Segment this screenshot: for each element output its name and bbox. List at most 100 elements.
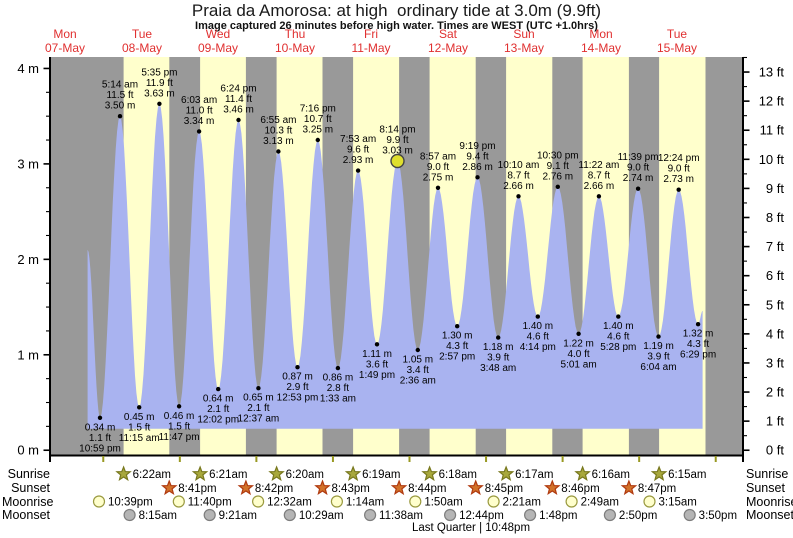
sunrise-row-label-left: Sunrise (7, 467, 50, 481)
tide-extreme-dot (516, 194, 521, 199)
tide-extreme-label: 0.86 m (323, 373, 354, 384)
moonrise-circle-icon (487, 495, 500, 508)
moonset-time: 3:50pm (699, 510, 737, 522)
left-axis-tick-label: 1 m (17, 347, 39, 362)
tide-extreme-label: 2.66 m (503, 181, 534, 192)
right-axis-tick-label: 8 ft (766, 210, 784, 225)
day-date: 14-May (580, 41, 621, 55)
day-name: Thu (284, 27, 306, 41)
left-axis-tick-label: 3 m (17, 156, 39, 171)
moonrise-time: 2:21am (503, 497, 541, 509)
right-axis-tick-label: 12 ft (759, 94, 785, 109)
tide-extreme-label: 1.40 m (603, 321, 634, 332)
tide-extreme-label: 1.40 m (523, 321, 554, 332)
tide-extreme-label: 2.66 m (584, 181, 615, 192)
left-axis-tick-label: 4 m (17, 61, 39, 76)
sunrise-time: 6:22am (133, 469, 171, 481)
tide-extreme-label: 9.9 ft (386, 135, 408, 146)
tide-extreme-dot (236, 117, 241, 123)
tide-extreme-label: 8:14 pm (379, 125, 415, 136)
sunset-time: 8:45pm (485, 483, 523, 495)
tide-extreme-label: 4:14 pm (520, 342, 556, 353)
right-axis-tick-label: 5 ft (766, 297, 784, 312)
tide-extreme-label: 3.34 m (184, 116, 215, 127)
tide-extreme-label: 2.9 ft (286, 382, 308, 393)
day-date: 10-May (274, 41, 315, 55)
right-axis-tick-label: 7 ft (766, 239, 784, 254)
tide-extreme-label: 11.4 ft (225, 94, 252, 105)
day-date: 07-May (44, 41, 85, 55)
tide-extreme-label: 3.63 m (144, 88, 175, 99)
day-label-08-May: Tue 08-May (102, 28, 182, 54)
page-title: Praia da Amorosa: at high ordinary tide … (191, 1, 602, 20)
tide-extreme-dot (555, 184, 560, 189)
moonrise-time: 12:32am (267, 497, 312, 509)
tide-extreme-label: 3.13 m (263, 136, 294, 147)
sunset-time: 8:47pm (638, 483, 676, 495)
tide-extreme-label: 3.6 ft (366, 359, 388, 370)
tide-extreme-label: 2.86 m (462, 162, 493, 173)
day-name: Sat (438, 27, 457, 41)
right-axis-tick-label: 1 ft (766, 414, 784, 429)
tide-extreme-dot (676, 187, 681, 192)
day-label-11-May: Fri 11-May (331, 28, 411, 54)
sunrise-star-icon (268, 465, 285, 482)
day-date: 08-May (121, 41, 162, 55)
sunset-star-icon (237, 479, 255, 496)
tide-extreme-label: 0.46 m (164, 411, 195, 422)
tide-extreme-dot (295, 365, 300, 370)
tide-extreme-dot (475, 175, 480, 180)
tide-extreme-label: 1.19 m (643, 341, 674, 352)
day-label-07-May: Mon 07-May (25, 28, 105, 54)
sunrise-star-icon (421, 465, 438, 482)
moonset-circle-icon (683, 508, 696, 522)
day-date: 12-May (427, 41, 468, 55)
tide-extreme-label: 9:19 pm (459, 141, 495, 152)
moonset-row-label-right: Moonset (746, 508, 793, 522)
moonrise-circle-icon (330, 495, 343, 508)
day-date: 13-May (503, 41, 544, 55)
day-date: 09-May (197, 41, 238, 55)
sunrise-time: 6:16am (592, 469, 630, 481)
tide-extreme-label: 4.0 ft (567, 349, 589, 360)
tide-extreme-label: 1.05 m (403, 355, 434, 366)
right-axis-tick-label: 3 ft (766, 355, 784, 370)
day-name: Wed (205, 27, 231, 41)
sunset-row-label-left: Sunset (11, 481, 50, 495)
tide-extreme-label: 2:57 pm (439, 352, 475, 363)
tide-extreme-label: 3.03 m (382, 146, 413, 157)
sunset-star-icon (467, 479, 484, 496)
tide-extreme-label: 2.1 ft (247, 403, 269, 414)
right-axis-tick-label: 2 ft (766, 385, 784, 400)
moonrise-circle-icon (92, 495, 106, 508)
sunrise-time: 6:21am (209, 469, 247, 481)
tide-extreme-label: 9.1 ft (547, 161, 569, 172)
tide-extreme-label: 11:22 am (578, 160, 619, 171)
right-axis-tick-label: 11 ft (760, 123, 785, 138)
moonrise-time: 1:50am (424, 497, 462, 509)
tide-extreme-label: 4.6 ft (527, 332, 549, 343)
tide-extreme-dot (216, 386, 221, 392)
moonrise-time: 2:49am (581, 497, 619, 509)
day-name: Fri (364, 27, 378, 41)
tide-extreme-label: 5:28 pm (600, 342, 636, 353)
tide-curve-area (87, 103, 703, 429)
moonrise-time: 10:39pm (108, 497, 153, 509)
tide-extreme-label: 12:02 pm (197, 415, 239, 426)
sunset-time: 8:44pm (408, 483, 446, 495)
tide-extreme-label: 10:30 pm (537, 150, 579, 161)
tide-extreme-label: 9.0 ft (668, 164, 690, 175)
tide-extreme-label: 3.4 ft (407, 365, 429, 376)
moonset-time: 1:48pm (539, 510, 577, 522)
moonrise-circle-icon (172, 495, 185, 508)
moonset-circle-icon (203, 508, 216, 522)
tide-extreme-label: 7:53 am (340, 134, 376, 145)
moonset-time: 9:21am (219, 510, 257, 522)
sunset-star-icon (314, 479, 331, 496)
tide-extreme-label: 2.1 ft (207, 404, 229, 415)
sunrise-time: 6:19am (362, 469, 400, 481)
tide-extreme-dot (695, 322, 701, 327)
tide-extreme-label: 9.6 ft (347, 145, 369, 156)
moonset-circle-icon (523, 508, 537, 522)
tide-extreme-label: 5:35 pm (141, 67, 177, 78)
